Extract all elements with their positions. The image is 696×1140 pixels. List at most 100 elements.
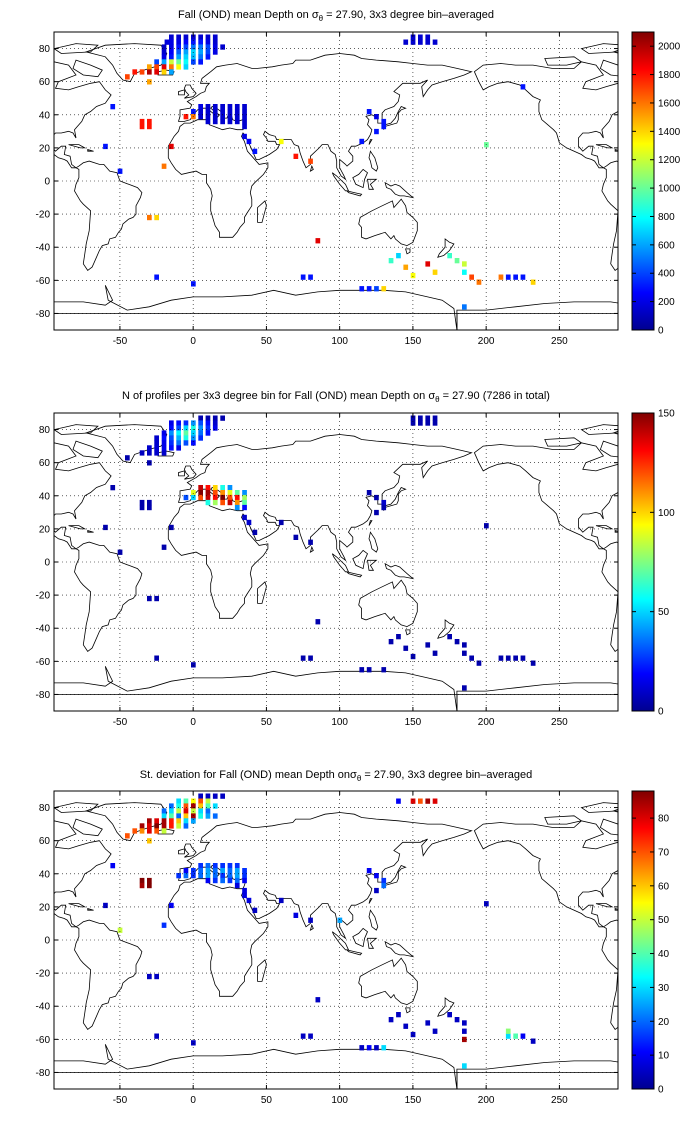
y-tick-label: 20: [39, 902, 51, 913]
colorbar-tick-label: 2000: [658, 42, 681, 53]
data-bin: [476, 660, 482, 666]
data-bin: [308, 539, 313, 545]
x-tick-label: 0: [190, 1095, 196, 1106]
data-bin: [425, 642, 431, 648]
coastline: [54, 820, 143, 1030]
grid-layer: [54, 32, 618, 330]
data-bin: [252, 148, 258, 154]
y-tick-label: 80: [39, 44, 51, 55]
data-bin: [139, 828, 145, 834]
data-bin: [454, 1017, 460, 1023]
x-tick-label: 50: [261, 336, 273, 347]
data-bin: [520, 274, 526, 280]
data-bin: [161, 435, 167, 441]
data-bin: [205, 494, 211, 501]
data-bin: [530, 279, 536, 285]
data-bin: [183, 813, 189, 819]
data-bin: [220, 863, 225, 869]
data-bin: [147, 595, 152, 602]
data-bin: [454, 639, 460, 645]
coastline: [599, 440, 618, 458]
data-bin: [183, 114, 189, 120]
data-bin: [520, 84, 526, 90]
coastline: [614, 148, 618, 152]
data-bin: [252, 907, 258, 913]
data-bin: [183, 425, 189, 431]
y-tick-label: 40: [39, 491, 51, 502]
data-bin: [161, 445, 167, 451]
data-bin: [191, 425, 196, 431]
data-bin: [132, 828, 138, 834]
data-bin: [418, 39, 423, 45]
coastline: [599, 818, 618, 836]
coastline: [183, 465, 197, 480]
y-tick-label: 80: [39, 425, 51, 436]
data-bin: [147, 818, 152, 824]
data-bin: [374, 509, 379, 516]
data-bin: [205, 420, 211, 426]
data-bin: [164, 39, 170, 45]
data-bin: [176, 64, 181, 70]
data-bin: [205, 798, 211, 804]
data-bin: [308, 1033, 313, 1039]
y-tick-label: 80: [39, 803, 51, 814]
data-bin: [183, 39, 189, 45]
coastline: [358, 198, 418, 247]
data-bin: [125, 455, 130, 461]
data-bin: [212, 485, 218, 491]
data-bin: [242, 514, 247, 521]
data-bin: [366, 286, 372, 292]
data-bin: [169, 445, 174, 451]
data-bin: [183, 440, 189, 446]
data-bin: [246, 897, 252, 904]
data-bin: [154, 59, 159, 65]
data-bin: [227, 494, 233, 501]
coastline: [368, 898, 373, 904]
data-bin: [205, 863, 211, 869]
data-bin: [227, 873, 233, 879]
data-bin: [246, 519, 252, 526]
data-bin: [169, 49, 174, 55]
coastline: [367, 937, 378, 949]
data-bin: [176, 420, 181, 426]
data-bin: [462, 642, 467, 648]
data-bin: [191, 34, 196, 40]
data-bin: [425, 39, 431, 45]
data-bin: [234, 882, 240, 889]
data-bin: [147, 838, 152, 844]
data-bin: [205, 109, 211, 115]
data-bin: [212, 114, 218, 120]
coastline: [345, 949, 363, 956]
data-bin: [359, 667, 365, 673]
data-bin: [530, 660, 536, 666]
data-bin: [183, 435, 189, 441]
data-bin: [161, 813, 167, 819]
data-bin: [161, 440, 167, 446]
coastline: [54, 820, 55, 822]
data-bin: [220, 868, 225, 874]
coastline: [309, 923, 314, 931]
data-bin: [388, 258, 394, 264]
data-bin: [374, 1045, 379, 1051]
data-bin: [300, 655, 306, 661]
data-bin: [139, 118, 145, 125]
data-bin: [191, 440, 196, 446]
data-bin: [374, 286, 379, 292]
colorbar-tick-label: 100: [658, 508, 675, 519]
data-bin: [191, 109, 196, 115]
y-tick-label: 60: [39, 458, 51, 469]
data-bin: [169, 818, 174, 824]
x-tick-label: 250: [551, 336, 568, 347]
x-tick-label: 150: [405, 717, 422, 728]
data-bin: [205, 873, 211, 879]
data-bin: [530, 1038, 536, 1044]
data-bin: [183, 420, 189, 426]
colorbar-tick-label: 600: [658, 240, 675, 251]
data-bin: [125, 74, 130, 80]
colorbar-tick-label: 1600: [658, 98, 681, 109]
data-bin: [161, 823, 167, 829]
data-bin: [183, 798, 189, 804]
coastline: [599, 59, 618, 77]
data-bin: [432, 798, 438, 804]
data-bin: [242, 104, 247, 110]
